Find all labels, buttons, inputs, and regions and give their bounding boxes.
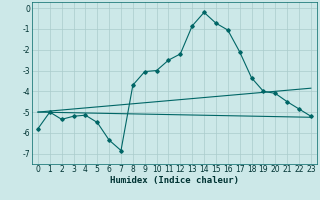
X-axis label: Humidex (Indice chaleur): Humidex (Indice chaleur) <box>110 176 239 185</box>
